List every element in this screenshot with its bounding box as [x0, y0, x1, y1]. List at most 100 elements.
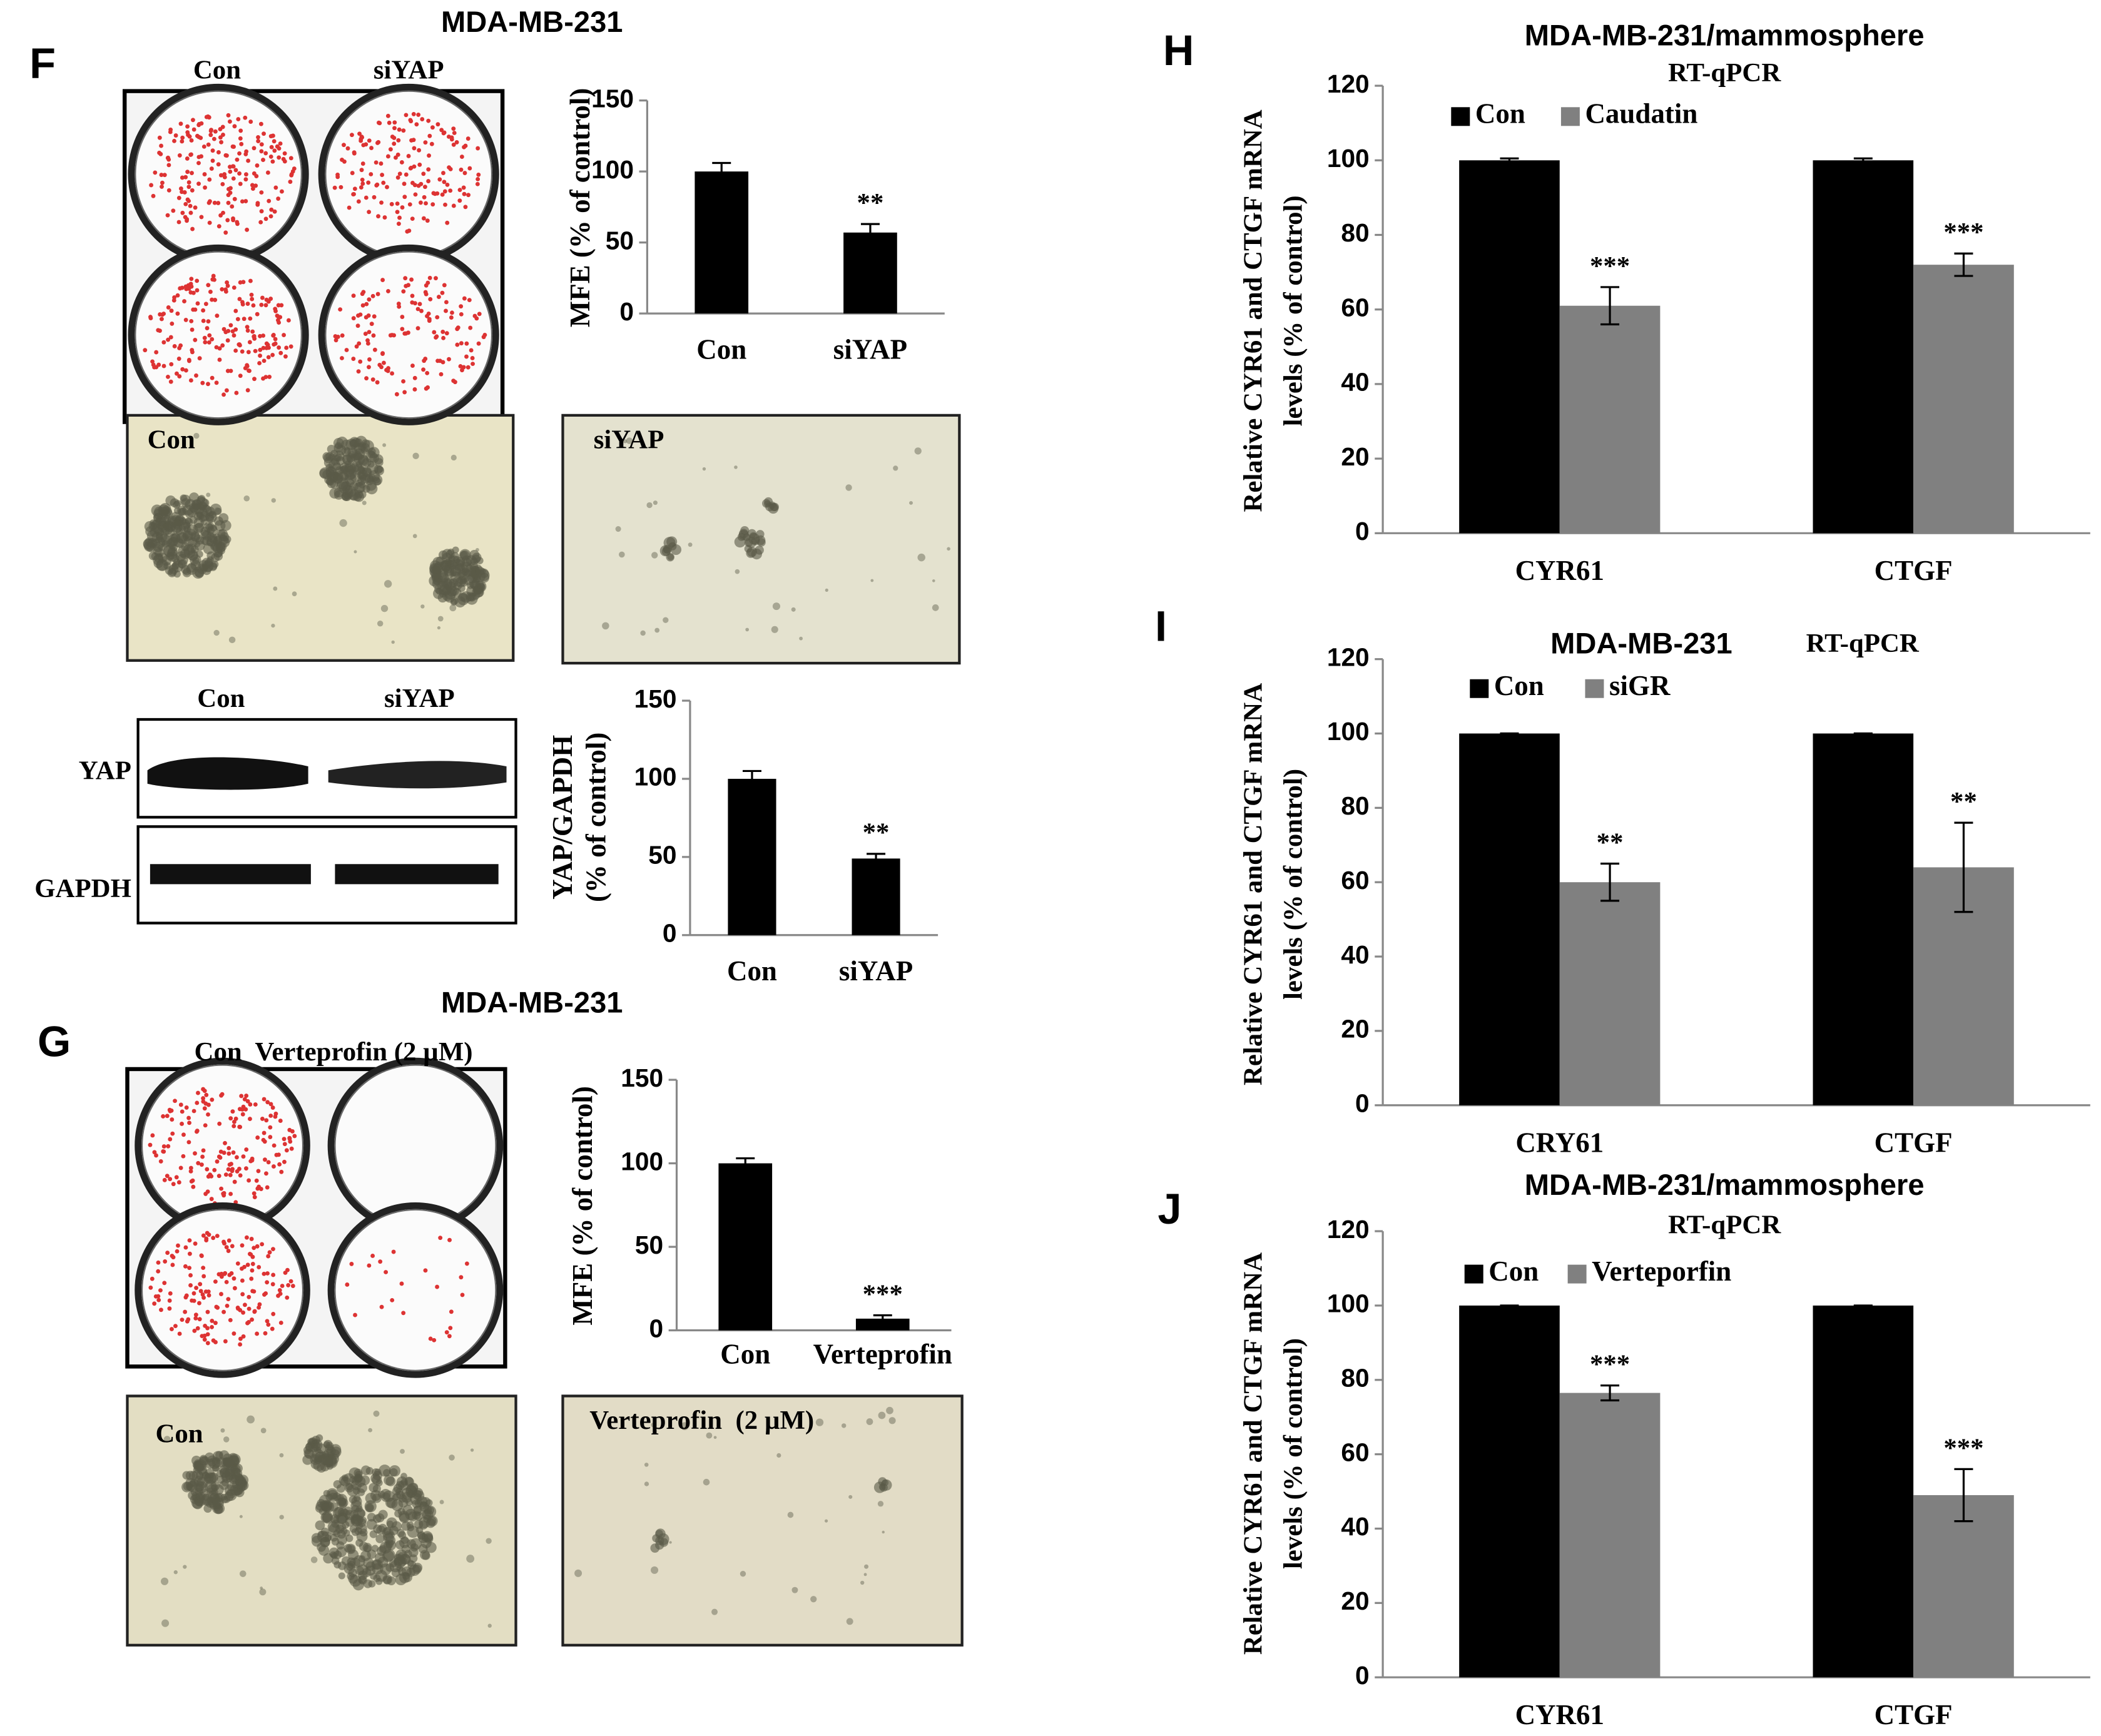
colony [230, 1169, 235, 1174]
colony [272, 148, 277, 153]
colony [427, 153, 431, 158]
colony [148, 316, 153, 321]
colony [206, 319, 211, 324]
colony [162, 173, 167, 178]
colony [198, 135, 203, 140]
speck [384, 580, 392, 588]
colony [432, 1338, 437, 1343]
colony [396, 221, 401, 226]
colony [400, 315, 405, 319]
colony [201, 1148, 206, 1153]
sphere [398, 1510, 410, 1522]
y-axis-label: YAP/GAPDH [547, 735, 578, 900]
colony [390, 135, 395, 139]
speck [382, 443, 387, 447]
y-axis-label: (% of control) [581, 733, 612, 902]
colony [215, 1234, 220, 1239]
colony [439, 128, 444, 133]
sphere [449, 569, 457, 577]
speck [223, 1436, 230, 1443]
well [327, 1202, 504, 1378]
sphere [323, 456, 336, 469]
y-tick-label: 100 [591, 155, 634, 184]
colony [427, 275, 432, 280]
sphere [439, 585, 449, 596]
speck [279, 1453, 284, 1458]
colony [166, 163, 171, 168]
speck [947, 547, 950, 551]
sphere [206, 525, 218, 537]
sphere [365, 1503, 374, 1513]
colony [222, 1241, 226, 1246]
colony [285, 1295, 290, 1300]
colony [183, 368, 188, 373]
colony [254, 174, 259, 179]
sphere [345, 462, 357, 474]
colony [180, 1109, 185, 1114]
sphere [657, 1533, 669, 1545]
colony [268, 134, 273, 139]
colony [175, 293, 180, 298]
colony [178, 186, 183, 191]
speck [487, 1623, 492, 1628]
colony [258, 347, 263, 352]
colony [160, 185, 164, 189]
colony [361, 143, 366, 148]
colony [231, 1276, 237, 1281]
colony [263, 1157, 267, 1162]
colony [170, 1327, 174, 1332]
colony [188, 290, 193, 295]
colony [363, 332, 368, 336]
colony [245, 227, 250, 232]
colony [183, 175, 188, 180]
colony [240, 1278, 245, 1283]
colony [202, 1337, 207, 1342]
colony [189, 138, 194, 143]
colony [360, 292, 365, 297]
colony [454, 140, 459, 145]
colony [249, 1237, 254, 1241]
colony [213, 129, 218, 134]
colony [367, 210, 372, 215]
colony [240, 349, 245, 354]
speck [339, 519, 347, 527]
colony [216, 150, 221, 155]
colony [197, 356, 202, 361]
colony [177, 153, 182, 158]
colony [395, 175, 400, 180]
speck [214, 507, 220, 512]
colony [232, 196, 237, 201]
colony [195, 1129, 200, 1134]
colony [177, 1331, 182, 1336]
colony [213, 297, 218, 302]
colony [177, 374, 182, 379]
colony [400, 205, 405, 210]
colony [458, 364, 463, 368]
colony [166, 188, 171, 193]
colony [239, 141, 244, 146]
colony [161, 312, 166, 316]
colony [168, 1177, 173, 1182]
colony [462, 296, 467, 301]
colony [205, 1189, 210, 1194]
colony [156, 1294, 161, 1299]
colony [412, 183, 417, 188]
colony [272, 209, 277, 214]
colony [170, 1262, 175, 1267]
colony [174, 1175, 179, 1180]
colony [242, 1097, 247, 1102]
colony [395, 210, 400, 215]
colony [238, 1342, 243, 1347]
colony [189, 152, 193, 157]
colony [385, 113, 390, 118]
colony [394, 155, 398, 160]
colony [421, 216, 426, 221]
colony [188, 203, 193, 208]
colony [161, 1144, 166, 1149]
colony [440, 330, 445, 334]
colony [204, 1238, 209, 1242]
colony [461, 365, 466, 370]
speck [467, 576, 473, 582]
colony [166, 157, 171, 162]
